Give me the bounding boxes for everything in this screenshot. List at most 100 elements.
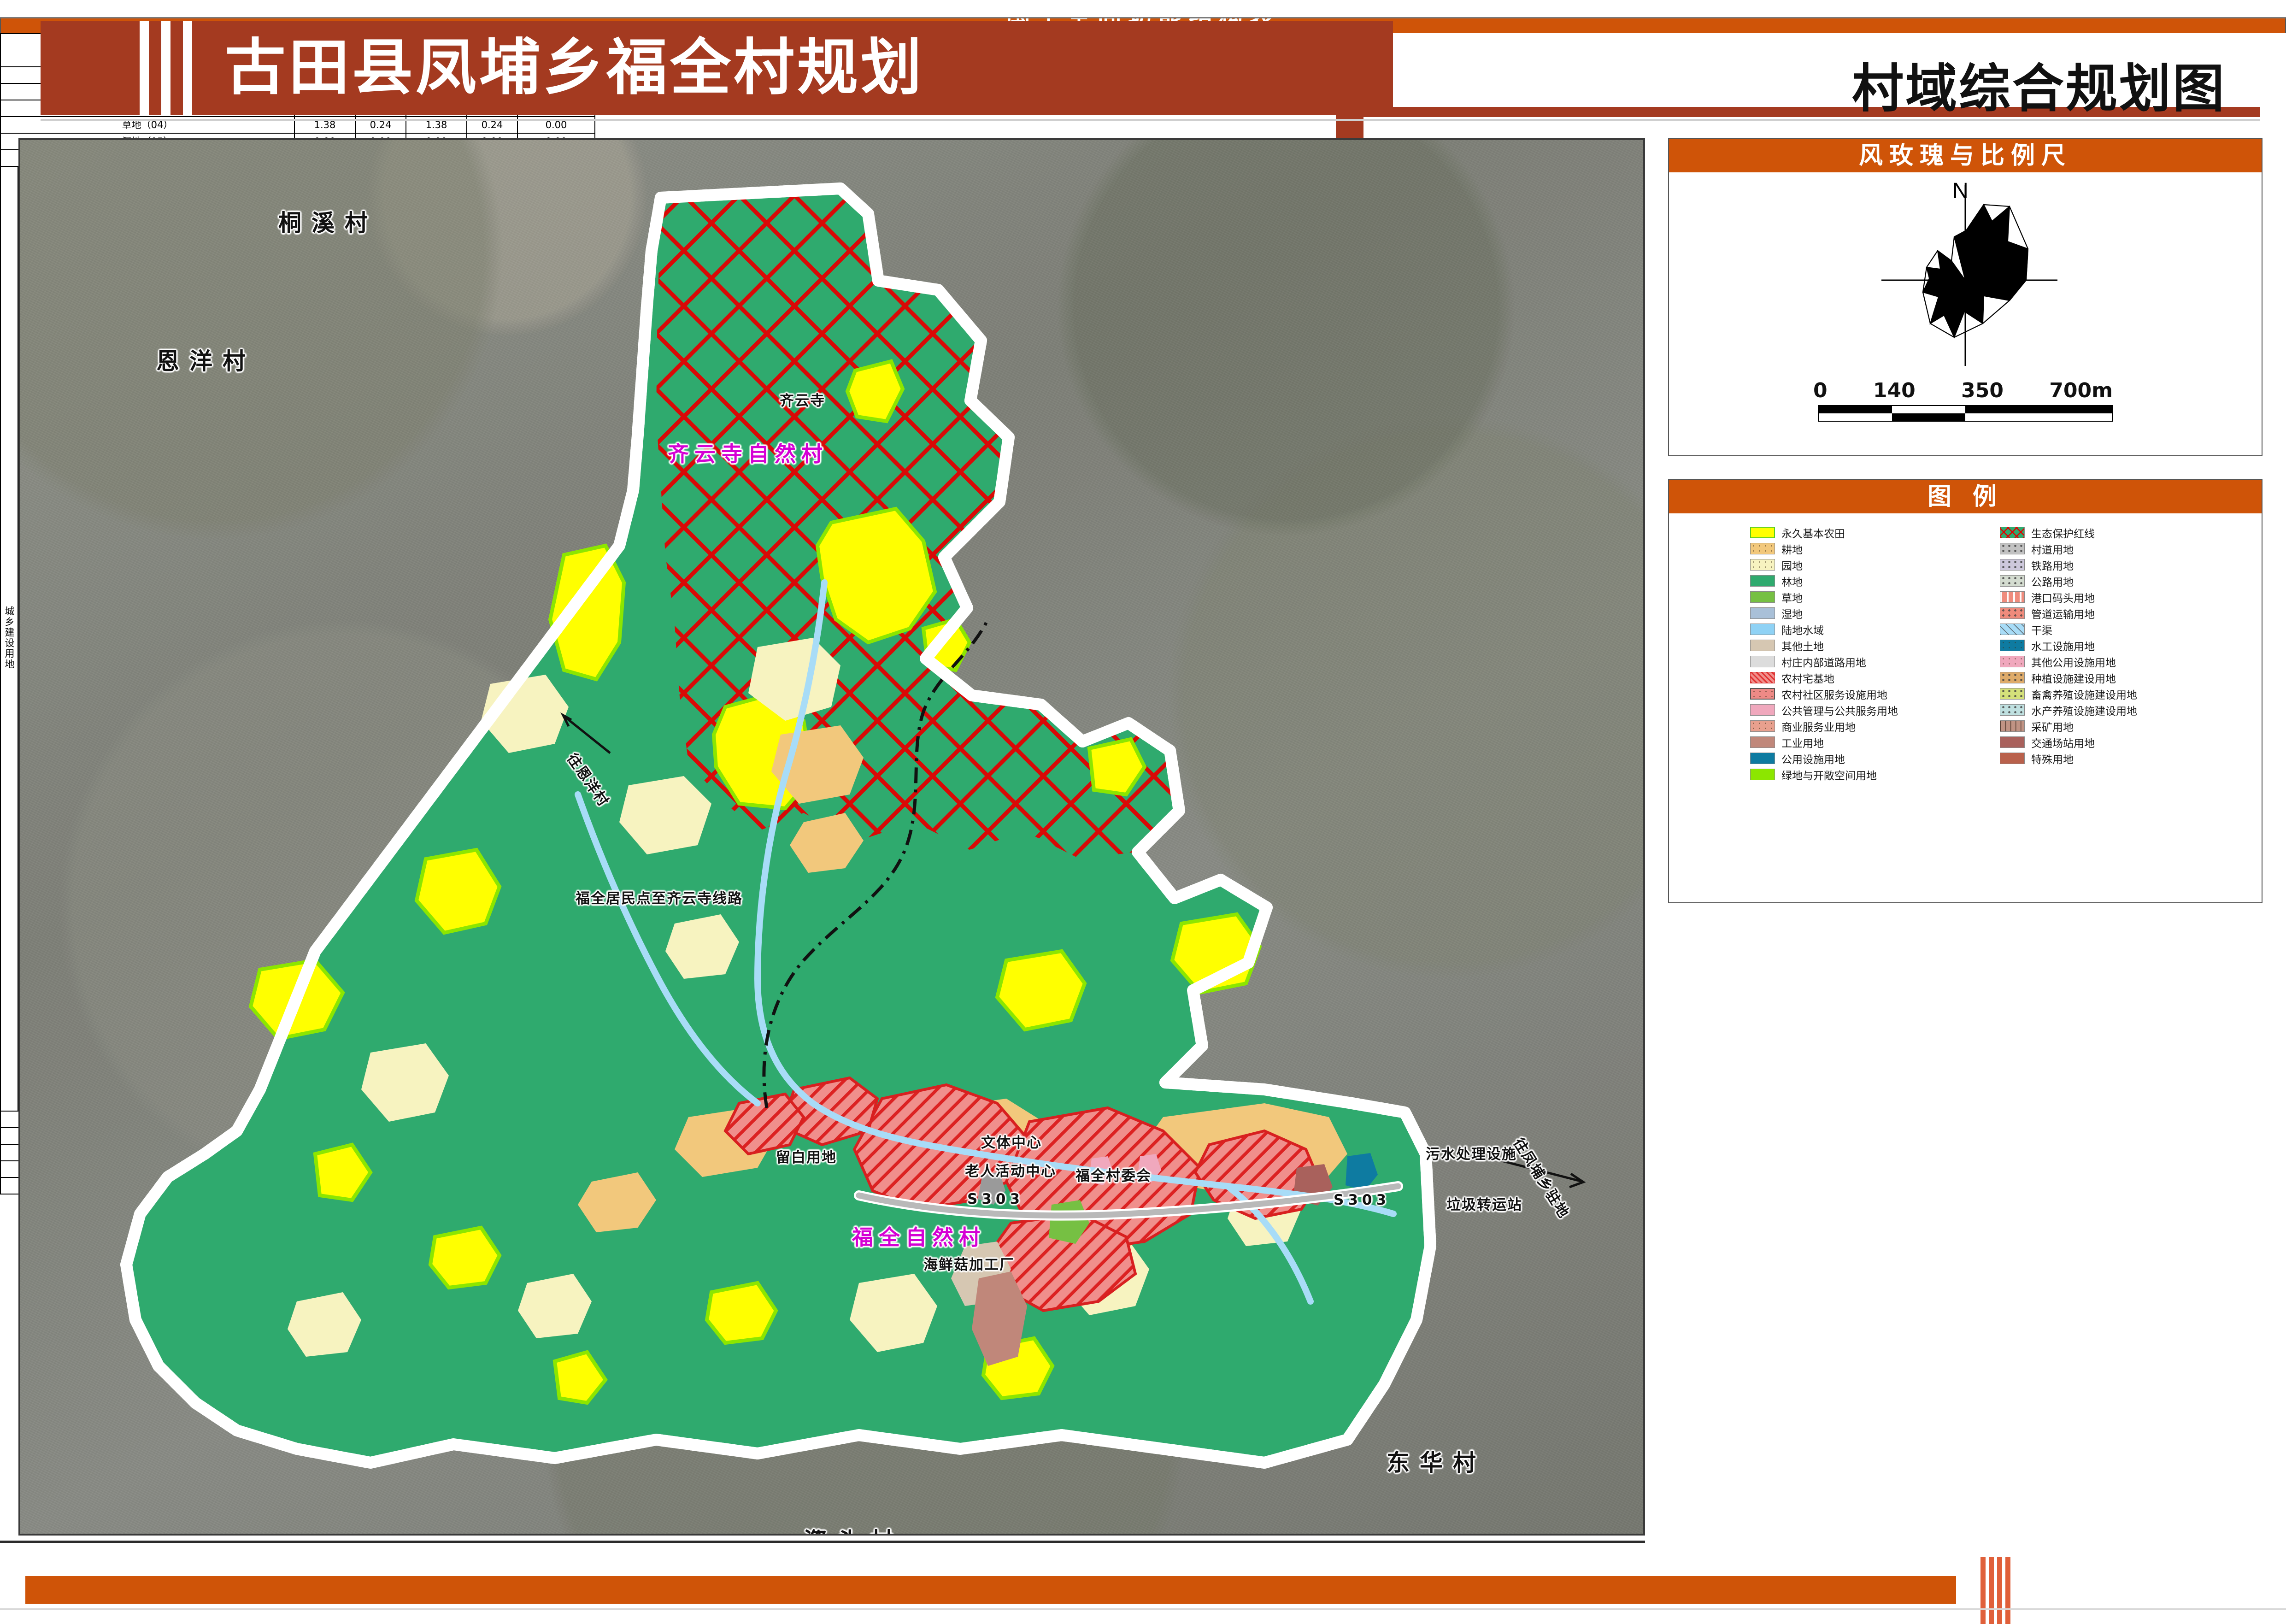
legend-right-item: 特殊用地 [2000, 750, 2250, 766]
legend-swatch-icon [2000, 640, 2025, 651]
legend-swatch-icon [2000, 591, 2025, 603]
table-vheader-urban-rural: 城乡建设用地 [0, 165, 18, 1112]
legend-item-label: 其他公用设施用地 [2031, 657, 2116, 669]
legend-item-label: 工业用地 [1781, 737, 1824, 750]
legend-item-label: 港口码头用地 [2031, 592, 2095, 605]
scale-tick-2: 350 [1961, 379, 2004, 402]
legend-right-item: 管道运输用地 [2000, 605, 2250, 621]
map-label-culture-sports-center: 文体中心 [981, 1135, 1042, 1151]
legend-right-item: 村道用地 [2000, 541, 2250, 557]
map-label-natural-village: 福全自然村 [852, 1225, 986, 1250]
scale-bar: 0 140 350 700m [1813, 379, 2113, 422]
legend-item-label: 生态保护红线 [2031, 528, 2095, 540]
svg-text:N: N [1952, 179, 1969, 203]
map-label-tour-route: 福全居民点至齐云寺线路 [576, 890, 743, 907]
map-label-neighbour-village: 漈头村 [804, 1523, 903, 1534]
legend-column-right: 生态保护红线 村道用地 铁路用地 公路用地 港口码头用地 管道运输用地 干渠 水工设施用地 其他… [2000, 524, 2250, 783]
legend-left-item: 湿地 [1750, 605, 2000, 621]
legend-swatch-icon [1750, 656, 1775, 667]
legend-item-label: 林地 [1781, 576, 1803, 588]
map-panel[interactable]: 桐溪村 恩洋村 东华村 漈头村 齐云寺自然村 福全自然村 齐云寺 福全居民点至齐… [18, 138, 1645, 1536]
map-label-road-s303-east: S303 [1334, 1192, 1391, 1208]
legend-swatch-icon [2000, 688, 2025, 700]
legend-item-label: 农村社区服务设施用地 [1781, 689, 1887, 701]
legend-swatch-icon [1750, 607, 1775, 619]
legend-left-item: 耕地 [1750, 541, 2000, 557]
legend-item-label: 特殊用地 [2031, 753, 2074, 766]
legend-left-item: 商业服务业用地 [1750, 718, 2000, 734]
map-label-elderly-activity-center: 老人活动中心 [965, 1163, 1056, 1180]
legend-right-item: 畜禽养殖设施建设用地 [2000, 686, 2250, 702]
legend-left-item: 其他土地 [1750, 637, 2000, 653]
map-label-village-committee: 福全村委会 [1075, 1168, 1152, 1184]
legend-column-left: 永久基本农田 耕地 园地 林地 草地 湿地 陆地水域 其他土地 村庄内部道路用地 农村宅基地 农村社… [1681, 524, 2000, 783]
legend-item-label: 种植设施建设用地 [2031, 673, 2116, 685]
map-label-natural-village: 齐云寺自然村 [668, 441, 828, 466]
scale-tick-0: 0 [1813, 379, 1828, 402]
legend-item-label: 采矿用地 [2031, 721, 2074, 734]
map-label-neighbour-village: 桐溪村 [278, 210, 378, 236]
footer-divider [0, 1608, 2286, 1610]
legend-swatch-icon [2000, 575, 2025, 587]
legend-item-label: 管道运输用地 [2031, 608, 2095, 621]
map-label-neighbour-village: 东华村 [1387, 1449, 1486, 1476]
legend-item-label: 公用设施用地 [1781, 753, 1845, 766]
legend-right-item: 水产养殖设施建设用地 [2000, 702, 2250, 718]
legend-swatch-icon [1750, 624, 1775, 635]
legend-swatch-icon [1750, 672, 1775, 683]
legend-panel: 图 例 永久基本农田 耕地 园地 林地 草地 湿地 陆地水域 其他土地 村庄内部道路用地 农村宅基… [1668, 479, 2262, 903]
top-rule [0, 0, 2286, 18]
legend-item-label: 商业服务业用地 [1781, 721, 1856, 734]
legend-swatch-icon [1750, 736, 1775, 748]
legend-item-label: 陆地水域 [1781, 624, 1824, 637]
legend-item-label: 湿地 [1781, 608, 1803, 621]
map-label-seafood-mushroom-factory: 海鲜菇加工厂 [923, 1257, 1015, 1273]
map-label-qiyun-temple: 齐云寺 [780, 393, 825, 409]
windrose-panel-title: 风玫瑰与比例尺 [1669, 139, 2262, 172]
legend-item-label: 村道用地 [2031, 544, 2074, 556]
legend-right-item: 其他公用设施用地 [2000, 653, 2250, 670]
windrose-svg: N [1881, 179, 2057, 366]
legend-swatch-icon [2000, 736, 2025, 748]
footer-brand-bar [25, 1576, 1956, 1604]
legend-item-label: 农村宅基地 [1781, 673, 1834, 685]
map-canvas[interactable]: 桐溪村 恩洋村 东华村 漈头村 齐云寺自然村 福全自然村 齐云寺 福全居民点至齐… [20, 140, 1643, 1534]
legend-swatch-icon [1750, 753, 1775, 764]
legend-right-item: 铁路用地 [2000, 557, 2250, 573]
legend-left-item: 公共管理与公共服务用地 [1750, 702, 2000, 718]
legend-swatch-icon [1750, 559, 1775, 571]
legend-item-label: 交通场站用地 [2031, 737, 2095, 750]
legend-left-item: 公用设施用地 [1750, 750, 2000, 766]
legend-item-label: 绿地与开敞空间用地 [1781, 770, 1877, 782]
windrose-scale-panel: 风玫瑰与比例尺 N 0 [1668, 138, 2262, 456]
legend-item-label: 草地 [1781, 592, 1803, 605]
map-label-neighbour-village: 恩洋村 [156, 348, 256, 375]
header-divider [41, 119, 2260, 121]
legend-left-item: 工业用地 [1750, 734, 2000, 750]
legend-swatch-icon [1750, 575, 1775, 587]
legend-item-label: 耕地 [1781, 544, 1803, 556]
legend-left-item: 园地 [1750, 557, 2000, 573]
legend-swatch-icon [1750, 640, 1775, 651]
map-label-road-s303-west: S303 [967, 1191, 1024, 1207]
legend-swatch-icon [1750, 591, 1775, 603]
right-brand-frame-horizontal [1336, 107, 2260, 117]
windrose-graphic: N [1669, 173, 2262, 371]
legend-item-label: 干渠 [2031, 624, 2052, 637]
page-title: 古田县凤埔乡福全村规划 [225, 32, 924, 103]
legend-right-item: 干渠 [2000, 621, 2250, 637]
map-label-reserved-land: 留白用地 [776, 1149, 837, 1166]
legend-swatch-icon [2000, 704, 2025, 716]
map-bottom-rule [0, 1541, 1645, 1543]
legend-item-label: 园地 [1781, 560, 1803, 572]
legend-swatch-icon [2000, 543, 2025, 554]
scale-tick-labels: 0 140 350 700m [1813, 379, 2113, 405]
legend-item-label: 村庄内部道路用地 [1781, 657, 1866, 669]
title-block: 古田县凤埔乡福全村规划 [41, 21, 1393, 115]
legend-item-label: 公共管理与公共服务用地 [1781, 705, 1898, 718]
legend-right-item: 水工设施用地 [2000, 637, 2250, 653]
legend-left-item: 林地 [1750, 573, 2000, 589]
legend-left-item: 绿地与开敞空间用地 [1750, 766, 2000, 783]
legend-panel-title: 图 例 [1669, 480, 2262, 513]
legend-item-label: 畜禽养殖设施建设用地 [2031, 689, 2137, 701]
